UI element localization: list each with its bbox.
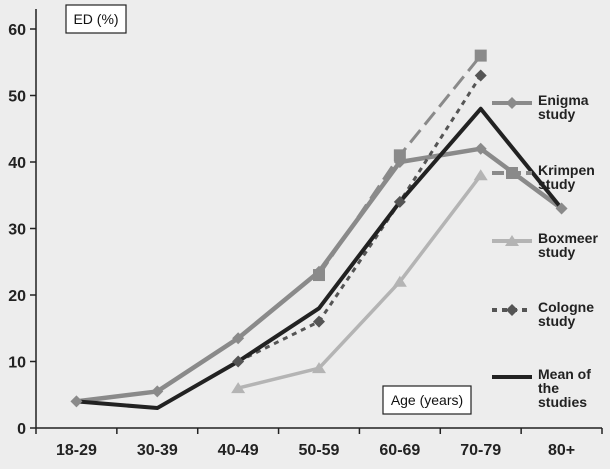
data-point-1 xyxy=(313,269,325,282)
legend-label: study xyxy=(538,313,576,329)
data-point-0 xyxy=(474,142,487,155)
data-point-2 xyxy=(392,275,407,287)
y-axis-label: ED (%) xyxy=(73,11,118,27)
data-point-0 xyxy=(151,385,164,398)
series-markers xyxy=(70,49,568,408)
x-tick-label: 70-79 xyxy=(460,442,501,459)
x-axis-label-box: Age (years) xyxy=(382,385,472,415)
legend-label: study xyxy=(538,176,576,192)
legend-label: Boxmeer xyxy=(538,230,598,246)
legend-label: study xyxy=(538,244,576,260)
y-tick-label: 20 xyxy=(8,288,26,305)
data-point-0 xyxy=(555,202,568,215)
y-tick-label: 10 xyxy=(8,355,26,372)
data-point-0 xyxy=(232,332,245,345)
x-axis-label: Age (years) xyxy=(391,392,463,408)
data-point-0 xyxy=(70,395,83,408)
x-tick-label: 50-59 xyxy=(299,442,340,459)
legend-label: Cologne xyxy=(538,299,594,315)
data-point-2 xyxy=(473,169,488,181)
legend-label: study xyxy=(538,106,576,122)
legend-label: Enigma xyxy=(538,92,589,108)
data-point-3 xyxy=(393,195,406,208)
data-point-2 xyxy=(312,362,326,374)
legend-label: the xyxy=(538,380,559,396)
y-axis-label-box: ED (%) xyxy=(65,4,127,34)
y-tick-label: 0 xyxy=(17,421,26,438)
y-tick-label: 30 xyxy=(8,222,26,239)
data-point-3 xyxy=(474,69,487,82)
legend: EnigmastudyKrimpenstudyBoxmeerstudyColog… xyxy=(492,92,598,410)
data-point-1 xyxy=(393,149,406,162)
data-point-3 xyxy=(313,315,325,328)
x-tick-label: 40-49 xyxy=(218,442,259,459)
data-point-1 xyxy=(474,49,487,62)
y-tick-label: 40 xyxy=(8,155,26,172)
y-tick-label: 60 xyxy=(8,22,26,39)
legend-label: Mean of xyxy=(538,366,591,382)
x-tick-label: 18-29 xyxy=(56,442,97,459)
x-tick-label: 30-39 xyxy=(137,442,178,459)
series-line-2 xyxy=(237,174,483,390)
x-tick-label: 60-69 xyxy=(379,442,420,459)
y-tick-label: 50 xyxy=(8,89,26,106)
data-point-3 xyxy=(232,355,245,368)
legend-marker-0 xyxy=(506,97,518,109)
series-line-3 xyxy=(237,74,482,363)
data-point-2 xyxy=(231,382,246,394)
legend-marker-2 xyxy=(505,235,519,246)
series-line-4 xyxy=(76,106,564,411)
axes: 0 10 20 30 40 50 60 18-29 30-39 40-49 50-59 60-69 70… xyxy=(8,9,603,459)
legend-label: Krimpen xyxy=(538,162,595,178)
legend-marker-1 xyxy=(506,167,518,179)
legend-marker-3 xyxy=(506,304,518,316)
plot-area xyxy=(36,8,602,428)
legend-label: studies xyxy=(538,394,587,410)
x-tick-label: 80+ xyxy=(548,442,575,459)
